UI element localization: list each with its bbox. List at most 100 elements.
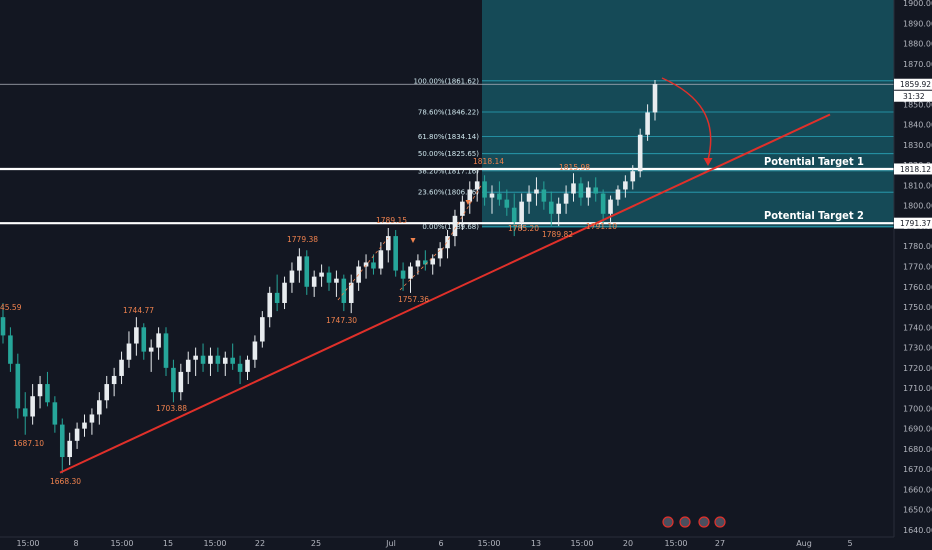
time-tick-label: 15:00 (664, 539, 687, 548)
candle-body (400, 270, 406, 279)
swing-label: 1789.15 (376, 216, 407, 225)
candle-body (67, 440, 72, 458)
candle-body (289, 270, 295, 283)
candle-body (200, 355, 206, 364)
ascending-trendline[interactable] (59, 113, 831, 474)
candle-body (504, 199, 510, 208)
time-axis[interactable] (0, 537, 894, 550)
candle-body (171, 367, 176, 393)
time-tick-label: 22 (255, 539, 265, 548)
candle-body (378, 250, 384, 269)
fib-level-label: 61.80%(1834.14) (418, 133, 479, 141)
price-tick-label: 1740.00 (903, 323, 932, 332)
time-tick-label: 15:00 (203, 539, 226, 548)
projection-curve (661, 77, 712, 161)
time-tick-label: 15:00 (16, 539, 39, 548)
time-tick-label: 20 (623, 539, 633, 548)
candle-body (571, 183, 576, 194)
candle-body (185, 359, 191, 372)
time-tick-label: 15:00 (477, 539, 500, 548)
candle-body (230, 357, 235, 364)
candle-body (452, 215, 458, 237)
candle-body (586, 187, 591, 198)
candle-body (326, 272, 332, 283)
candle-body (148, 347, 154, 352)
candle-body (15, 363, 21, 409)
time-tick-label: 8 (73, 539, 78, 548)
candle-body (430, 258, 436, 265)
candle-body (59, 424, 65, 458)
candle-body (156, 333, 161, 348)
candle-body (415, 260, 421, 267)
time-tick-label: Jul (385, 539, 396, 548)
candle-body (489, 193, 495, 198)
fib-level-label: 38.20%(1817.16) (418, 167, 479, 175)
current-price: 1859.92 (900, 80, 931, 89)
candle-body (319, 272, 324, 277)
time-tick-label: 15:00 (570, 539, 593, 548)
candle-body (82, 422, 87, 429)
fib-levels (482, 80, 894, 228)
candle-body (37, 384, 43, 397)
time-tick-label: 15 (163, 539, 173, 548)
candle-body (126, 343, 132, 360)
price-tick-label: 1660.00 (903, 485, 932, 494)
fib-level-label: 50.00%(1825.65) (418, 150, 479, 158)
swing-label: 1789.82 (542, 230, 573, 239)
candle-body (600, 193, 606, 214)
price-tick-label: 1850.00 (903, 100, 932, 109)
candle-body (45, 384, 50, 403)
fib-level-label: 100.00%(1861.62) (413, 77, 479, 85)
candle-body (623, 181, 628, 190)
candle-body (304, 256, 310, 287)
candle-body (593, 187, 599, 194)
economic-event-icons[interactable] (662, 516, 726, 528)
price-tick-label: 1670.00 (903, 465, 932, 474)
candle-body (141, 327, 147, 352)
candle-body (8, 335, 13, 364)
candle-body (556, 203, 561, 214)
price-tick-label: 1650.00 (903, 506, 932, 515)
swing-label: 1703.88 (156, 404, 187, 413)
candle-body (534, 189, 539, 194)
time-tick-label: 5 (847, 539, 852, 548)
price-tick-label: 1700.00 (903, 404, 932, 413)
candle-body (548, 201, 554, 214)
arrow-down-icon (703, 158, 713, 166)
time-tick-label: 27 (715, 539, 725, 548)
time-tick-label: 25 (311, 539, 321, 548)
candle-body (408, 266, 413, 279)
event-flag-icon (714, 516, 726, 528)
price-tick-label: 1730.00 (903, 344, 932, 353)
swing-label: 1818.14 (473, 157, 504, 166)
price-tick-label: 1810.00 (903, 181, 932, 190)
fib-level-label: 0.00%(1789.68) (422, 223, 479, 231)
target2-annotation: Potential Target 2 (764, 209, 864, 222)
current-price-tag: 1859.92 31:32 (894, 78, 932, 102)
price-tick-label: 1690.00 (903, 425, 932, 434)
swing-path-lines (337, 183, 483, 301)
candle-body (445, 236, 450, 249)
fib-level-labels: 100.00%(1861.62) 78.60%(1846.22) 61.80%(18… (413, 77, 479, 231)
price-tick-label: 1830.00 (903, 141, 932, 150)
candle-body (348, 282, 354, 303)
candle-body (385, 236, 391, 251)
swing-label: 1785.20 (508, 224, 539, 233)
candle-body (119, 359, 124, 376)
candle-body (615, 189, 621, 200)
candle-body (134, 327, 139, 344)
candle-body (252, 341, 258, 360)
event-flag-icon (679, 516, 691, 528)
price-tick-label: 1710.00 (903, 384, 932, 393)
swing-label: 45.59 (0, 303, 22, 312)
candle-body (437, 248, 443, 259)
candle-body (511, 207, 517, 222)
candle-body (89, 414, 95, 423)
candle-body (311, 276, 317, 287)
time-tick-label: 13 (531, 539, 541, 548)
time-tick-label: 6 (438, 539, 443, 548)
time-axis-ticks: 15:00 8 15:00 15 15:00 22 25 Jul 6 15:00 13 15:00 20… (16, 539, 852, 548)
price-tick-label: 1720.00 (903, 364, 932, 373)
